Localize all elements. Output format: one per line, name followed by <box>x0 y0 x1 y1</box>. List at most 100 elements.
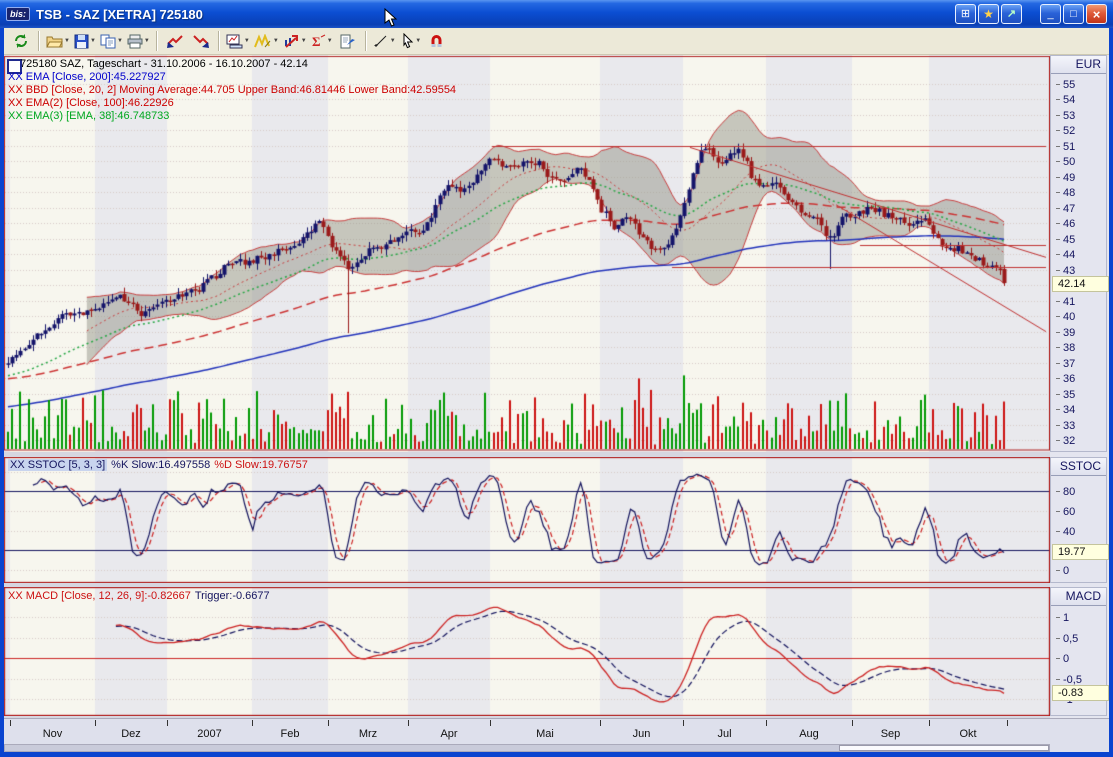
toolbar-separator <box>38 31 40 51</box>
dropdown-arrow-icon[interactable]: ▼ <box>272 38 279 44</box>
month-label: Nov <box>42 728 63 740</box>
axis-tick-label: 40 <box>1056 526 1075 538</box>
axis-tick-label: -0,5 <box>1056 674 1082 686</box>
ema38-legend[interactable]: XX EMA(3) [EMA, 38]:46.748733 <box>8 110 170 122</box>
toolbar: ▼ ▼ ▼ ▼ ▼ ▼ ▼ Σ ▼ ▼ ▼ <box>4 28 1109 55</box>
maximize-button[interactable]: □ <box>1063 4 1084 24</box>
month-label: Okt <box>959 728 977 740</box>
horizontal-scrollbar[interactable] <box>4 744 1050 752</box>
magnet-button[interactable] <box>424 30 450 53</box>
month-label: 2007 <box>197 728 222 740</box>
macd-axis-title: MACD <box>1051 588 1106 606</box>
formula-button[interactable]: Σ ▼ <box>309 30 335 53</box>
axis-tick-label: 50 <box>1056 156 1075 168</box>
dropdown-arrow-icon[interactable]: ▼ <box>89 38 96 44</box>
macd-legend[interactable]: XX MACD [Close, 12, 26, 9]:-0.82667 Trigg… <box>8 590 270 602</box>
month-label: Jun <box>632 728 651 740</box>
axis-tick-label: 0,5 <box>1056 633 1078 645</box>
time-axis-tick <box>683 720 684 726</box>
axis-tick-label: 45 <box>1056 234 1075 246</box>
chart-forward-button[interactable] <box>188 30 214 53</box>
axis-tick-label: 55 <box>1056 79 1075 91</box>
sstoc-legend[interactable]: XX SSTOC [5, 3, 3] %K Slow:16.497558 %D Sl… <box>8 459 308 471</box>
indicator-button[interactable]: ▼ <box>252 30 281 53</box>
line-study-button[interactable]: ▼ <box>281 30 309 53</box>
open-folder-button[interactable]: ▼ <box>44 30 72 53</box>
sstoc-legend-selected[interactable]: XX SSTOC [5, 3, 3] <box>8 459 108 471</box>
price-axis-title: EUR <box>1051 56 1106 74</box>
axis-tick-label: 41 <box>1056 296 1075 308</box>
month-label: Apr <box>440 728 458 740</box>
svg-text:Σ: Σ <box>312 34 321 49</box>
axis-tick-label: 52 <box>1056 125 1075 137</box>
axis-tick-label: 35 <box>1056 389 1075 401</box>
time-axis-tick <box>252 720 253 726</box>
dropdown-arrow-icon[interactable]: ▼ <box>415 38 422 44</box>
close-button[interactable]: × <box>1086 4 1107 24</box>
axis-tick-label: 40 <box>1056 311 1075 323</box>
time-axis-tick <box>167 720 168 726</box>
month-label: Mai <box>536 728 554 740</box>
sstoc-chart-canvas[interactable] <box>4 457 1050 583</box>
axis-tick-label: 60 <box>1056 506 1075 518</box>
dropdown-arrow-icon[interactable]: ▼ <box>389 38 396 44</box>
mouse-cursor <box>384 8 398 27</box>
time-axis-tick <box>490 720 491 726</box>
time-axis-tick <box>766 720 767 726</box>
favorites-button[interactable]: ★ <box>978 4 999 24</box>
dropdown-arrow-icon[interactable]: ▼ <box>243 38 250 44</box>
template-button[interactable] <box>335 30 361 53</box>
scrollbar-thumb[interactable] <box>839 745 1049 751</box>
current-value-badge: 42.14 <box>1052 276 1109 293</box>
pointer-button[interactable]: ▼ <box>398 30 424 53</box>
axis-tick-label: 38 <box>1056 342 1075 354</box>
axis-tick-label: 0 <box>1056 653 1069 665</box>
panels-button[interactable]: ⊞ <box>955 4 976 24</box>
month-label: Aug <box>799 728 819 740</box>
window-controls: ⊞ ★ ↗ _ □ × <box>955 4 1107 24</box>
dropdown-arrow-icon[interactable]: ▼ <box>300 38 307 44</box>
month-label: Feb <box>280 728 300 740</box>
window-title: TSB - SAZ [XETRA] 725180 <box>36 6 203 22</box>
axis-tick-label: 1 <box>1056 612 1069 624</box>
chart-type-button[interactable]: ▼ <box>224 30 252 53</box>
axis-tick-label: 32 <box>1056 435 1075 447</box>
axis-tick-label: 80 <box>1056 486 1075 498</box>
title-bar[interactable]: bis: TSB - SAZ [XETRA] 725180 ⊞ ★ ↗ _ □ × <box>0 0 1113 28</box>
publish-button[interactable]: ↗ <box>1001 4 1022 24</box>
ema200-legend[interactable]: XX EMA [Close, 200]:45.227927 <box>8 71 166 83</box>
current-value-badge: -0.83 <box>1052 685 1109 702</box>
axis-tick-label: 0 <box>1056 565 1069 577</box>
chart-back-button[interactable] <box>162 30 188 53</box>
dropdown-arrow-icon[interactable]: ▼ <box>116 38 123 44</box>
axis-tick-label: 36 <box>1056 373 1075 385</box>
refresh-button[interactable] <box>8 30 34 53</box>
macd-chart-canvas[interactable] <box>4 587 1050 716</box>
ema100-legend[interactable]: XX EMA(2) [Close, 100]:46.22926 <box>8 97 174 109</box>
save-button[interactable]: ▼ <box>72 30 98 53</box>
sstoc-axis-title: SSTOC <box>1051 458 1106 476</box>
draw-line-button[interactable]: ▼ <box>371 30 398 53</box>
time-axis-tick <box>10 720 11 726</box>
minimize-button[interactable]: _ <box>1040 4 1061 24</box>
month-label: Mrz <box>358 728 378 740</box>
bbd-legend[interactable]: XX BBD [Close, 20, 2] Moving Average:44.… <box>8 84 457 96</box>
axis-tick-label: 51 <box>1056 141 1075 153</box>
axis-tick-label: 47 <box>1056 203 1075 215</box>
macd-value: XX MACD [Close, 12, 26, 9]:-0.82667 <box>8 590 191 602</box>
time-axis-tick <box>328 720 329 726</box>
dropdown-arrow-icon[interactable]: ▼ <box>326 38 333 44</box>
dropdown-arrow-icon[interactable]: ▼ <box>64 38 70 44</box>
macd-trigger-value: Trigger:-0.6677 <box>194 590 270 602</box>
axis-tick-label: 44 <box>1056 249 1075 261</box>
axis-tick-label: 46 <box>1056 218 1075 230</box>
axis-tick-label: 49 <box>1056 172 1075 184</box>
dropdown-arrow-icon[interactable]: ▼ <box>143 38 150 44</box>
print-button[interactable]: ▼ <box>125 30 152 53</box>
copy-button[interactable]: ▼ <box>98 30 125 53</box>
time-axis-tick <box>600 720 601 726</box>
month-label: Sep <box>880 728 901 740</box>
price-chart-canvas[interactable] <box>4 55 1050 452</box>
time-axis-tick <box>852 720 853 726</box>
